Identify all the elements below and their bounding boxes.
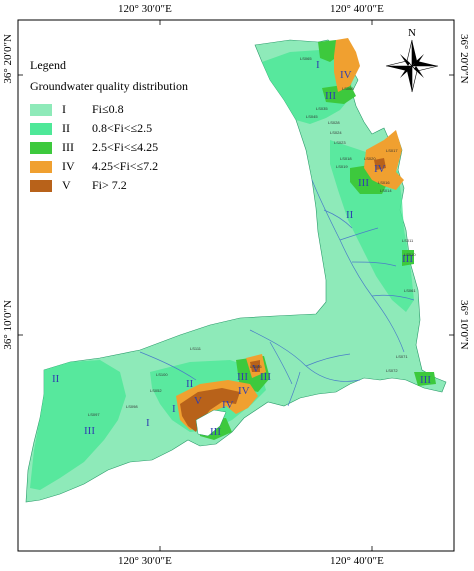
- bay-water: [195, 409, 227, 437]
- well-label: LS023: [334, 140, 346, 145]
- zone-label-10: I: [146, 417, 150, 429]
- legend-item-V: V Fi> 7.2: [30, 176, 188, 195]
- legend-class: II: [62, 121, 70, 135]
- zone-label-12: III: [237, 371, 248, 383]
- zone-class-V-mid: [374, 158, 386, 170]
- coord-right-bottom: 36° 10′0″N: [458, 300, 470, 350]
- zone-label-17: III: [260, 371, 271, 383]
- legend-swatch: [30, 103, 52, 116]
- zone-label-20: IV: [222, 399, 234, 411]
- well-label: LS098: [126, 404, 138, 409]
- zone-class-III-se: [414, 372, 436, 386]
- legend-range: 0.8<Fi<≤2.5: [92, 121, 153, 135]
- well-label: LS061: [404, 288, 416, 293]
- zone-label-3: IV: [340, 69, 352, 81]
- legend-swatch: [30, 160, 52, 173]
- legend-swatch: [30, 141, 52, 154]
- well-label: LS018: [340, 156, 352, 161]
- well-label: LS097: [88, 412, 100, 417]
- legend-subtitle: Groundwater quality distribution: [30, 79, 188, 93]
- coord-right-top: 36° 20′0″N: [458, 34, 470, 84]
- zone-label-1: I: [316, 59, 320, 71]
- well-label: LS014: [380, 188, 392, 193]
- well-label: LS065: [300, 56, 312, 61]
- well-label: LS066: [342, 86, 354, 91]
- well-label: LS072: [386, 368, 398, 373]
- well-label: LS035: [316, 106, 328, 111]
- legend-class: III: [62, 140, 74, 154]
- north-arrow-icon: N: [385, 27, 439, 93]
- coord-top-right: 120° 40′0″E: [330, 3, 384, 15]
- zone-label-2: III: [325, 90, 336, 102]
- well-label: LS019: [336, 164, 348, 169]
- river-network: [139, 179, 415, 407]
- legend-item-III: III 2.5<Fi<≤4.25: [30, 138, 188, 157]
- coord-top-left: 120° 30′0″E: [118, 3, 172, 15]
- well-label: LS052: [150, 388, 162, 393]
- zone-label-4: III: [358, 177, 369, 189]
- zone-label-14: IV: [238, 385, 250, 397]
- zone-labels: I III IV III IV II III II III I III III …: [52, 59, 431, 438]
- legend-item-IV: IV 4.25<Fi<≤7.2: [30, 157, 188, 176]
- zone-class-II-north: [262, 50, 352, 124]
- zone-label-11: III: [210, 426, 221, 438]
- coord-bottom-left: 120° 30′0″E: [118, 555, 172, 567]
- well-label: LS045: [306, 114, 318, 119]
- zone-label-7: III: [402, 253, 413, 265]
- legend-range: Fi≤0.8: [92, 102, 124, 116]
- legend-range: 4.25<Fi<≤7.2: [92, 159, 159, 173]
- zone-label-19: V: [194, 395, 202, 407]
- zone-class-III-e: [402, 250, 414, 266]
- legend-range: 2.5<Fi<≤4.25: [92, 140, 159, 154]
- zone-label-18: III: [420, 374, 431, 386]
- zone-label-8: II: [52, 373, 60, 385]
- well-label: LS016: [378, 180, 390, 185]
- frame-ticks: [18, 20, 454, 551]
- zone-label-5: IV: [374, 163, 386, 175]
- zone-class-IV-north: [334, 38, 360, 92]
- well-label: LS017: [386, 148, 398, 153]
- well-label: LS100: [156, 372, 168, 377]
- well-label: LS020: [364, 156, 376, 161]
- legend-item-I: I Fi≤0.8: [30, 100, 188, 119]
- zone-class-V-south: [180, 388, 240, 432]
- zone-class-II-west: [30, 360, 126, 490]
- zone-class-V-s2: [250, 360, 260, 372]
- coord-left-bottom: 36° 10′0″N: [2, 300, 14, 350]
- well-label: LS011: [402, 238, 414, 243]
- coord-left-top: 36° 20′0″N: [2, 34, 14, 84]
- north-arrow-label: N: [408, 27, 416, 39]
- well-label: LS066: [250, 364, 262, 369]
- well-labels: LS065 LS066 LS045 LS035 LS028 LS024 LS02…: [88, 56, 416, 417]
- well-label: LS024: [330, 130, 342, 135]
- legend-class: I: [62, 102, 66, 116]
- zone-label-9: III: [84, 425, 95, 437]
- legend-class: IV: [62, 159, 75, 173]
- legend-item-II: II 0.8<Fi<≤2.5: [30, 119, 188, 138]
- legend: Legend Groundwater quality distribution …: [30, 58, 188, 195]
- well-label: LS071: [396, 354, 408, 359]
- zone-label-16: I: [172, 403, 176, 415]
- zone-class-III-n1: [318, 40, 338, 62]
- zone-label-15: II: [186, 378, 194, 390]
- well-label: LS111: [190, 346, 202, 351]
- zone-class-III-n2: [322, 84, 356, 104]
- legend-swatch: [30, 122, 52, 135]
- well-label: LS028: [328, 120, 340, 125]
- zone-label-13: V: [252, 363, 260, 375]
- legend-title: Legend: [30, 58, 66, 72]
- legend-swatch: [30, 179, 52, 192]
- coord-bottom-right: 120° 40′0″E: [330, 555, 384, 567]
- well-label: LS010: [404, 252, 416, 257]
- legend-class: V: [62, 178, 71, 192]
- zone-label-6: II: [346, 209, 354, 221]
- legend-range: Fi> 7.2: [92, 178, 127, 192]
